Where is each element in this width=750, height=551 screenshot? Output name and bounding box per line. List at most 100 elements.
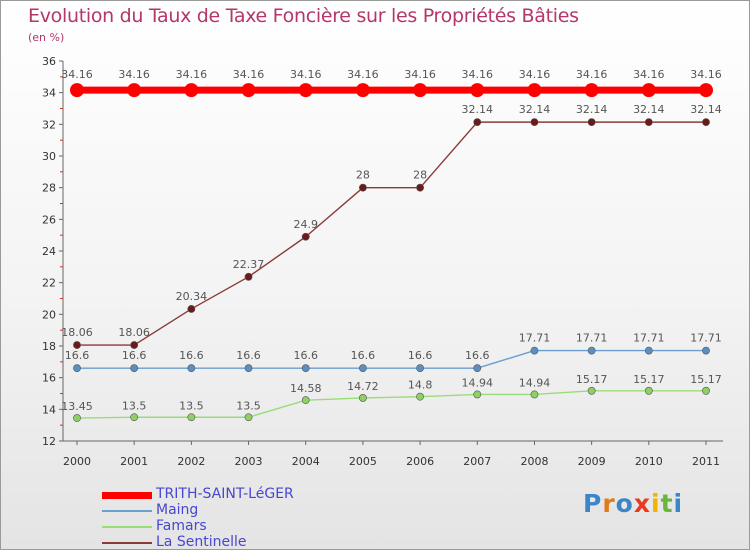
x-tick-label: 2010 [635,455,663,468]
data-label: 14.94 [519,376,551,389]
data-point [298,83,313,98]
data-label: 13.5 [236,399,261,412]
y-tick-label: 28 [42,182,56,195]
data-label: 17.71 [633,332,665,345]
legend-item: Famars [102,518,402,535]
data-point [530,118,539,127]
legend-label-famars: Famars [156,518,207,534]
data-label: 14.58 [290,382,322,395]
data-point [644,386,653,395]
series-line [77,349,706,369]
data-point [359,364,367,373]
data-label: 34.16 [404,68,436,81]
data-label: 13.5 [122,399,147,412]
data-point [641,83,656,98]
data-point [473,118,482,127]
y-tick-label: 22 [42,277,56,290]
legend-swatch-trith [102,492,152,499]
data-label: 16.6 [465,349,490,362]
y-tick-label: 36 [42,55,56,68]
data-point [241,83,256,98]
y-tick-label: 14 [42,403,56,416]
data-label: 28 [356,169,370,182]
data-point [530,390,539,399]
data-point [587,346,596,355]
legend-item: TRITH-SAINT-LéGER [102,486,402,503]
legend-swatch-sentinelle [102,542,152,544]
data-label: 24.9 [293,218,318,231]
data-label: 14.94 [462,376,494,389]
data-point [301,232,310,241]
data-point [587,118,596,127]
legend-swatch-famars [102,526,152,528]
data-label: 22.37 [233,258,265,271]
y-tick-label: 20 [42,308,56,321]
data-label: 13.5 [179,399,204,412]
data-label: 17.71 [519,332,551,345]
data-point [244,413,253,422]
data-point [644,346,653,355]
data-point [699,83,713,98]
x-tick-label: 2002 [177,455,205,468]
data-point [702,118,710,127]
data-label: 16.6 [122,349,147,362]
data-point [359,183,367,192]
data-label: 34.16 [347,68,379,81]
data-point [587,386,596,395]
proxiti-logo: Proxiti [583,489,684,518]
data-label: 34.16 [690,68,722,81]
data-point [187,364,196,373]
x-tick-label: 2008 [520,455,548,468]
data-label: 15.17 [690,373,722,386]
data-point [73,341,81,349]
legend: TRITH-SAINT-LéGER Maing Famars La Sentin… [102,486,402,551]
data-label: 34.16 [576,68,608,81]
data-point [413,83,428,98]
data-label: 32.14 [633,103,665,116]
legend-label-maing: Maing [156,502,199,518]
y-tick-label: 26 [42,213,56,226]
legend-item: Maing [102,502,402,519]
data-point [473,364,482,373]
unit-label: (en %) [28,31,65,44]
data-point [416,364,424,373]
data-label: 32.14 [576,103,608,116]
chart-title: Evolution du Taux de Taxe Foncière sur l… [28,5,579,27]
y-tick-label: 12 [42,435,56,448]
data-point [244,272,253,281]
data-label: 34.16 [176,68,208,81]
y-tick-label: 24 [42,245,56,258]
x-tick-label: 2004 [292,455,320,468]
data-label: 16.6 [293,349,318,362]
data-point [530,346,539,355]
data-point [130,413,139,422]
data-label: 13.45 [61,400,93,413]
data-point [73,414,81,422]
data-label: 32.14 [519,103,551,116]
data-point [301,364,310,373]
x-tick-label: 2011 [692,455,720,468]
data-label: 16.6 [179,349,204,362]
data-point [359,394,367,402]
data-label: 34.16 [233,68,265,81]
data-point [355,83,370,98]
data-label: 28 [413,169,427,182]
data-label: 34.16 [61,68,93,81]
data-point [644,118,653,127]
y-tick-label: 30 [42,150,56,163]
x-tick-label: 2006 [406,455,434,468]
legend-item: La Sentinelle [102,534,402,551]
data-point [416,183,424,192]
data-point [470,83,485,98]
data-label: 34.16 [462,68,494,81]
data-point [130,341,139,349]
data-point [70,83,84,98]
x-tick-label: 2007 [463,455,491,468]
legend-swatch-maing [102,510,152,512]
data-label: 15.17 [633,373,665,386]
data-point [187,413,196,422]
data-label: 32.14 [462,103,494,116]
series-line [77,121,706,346]
